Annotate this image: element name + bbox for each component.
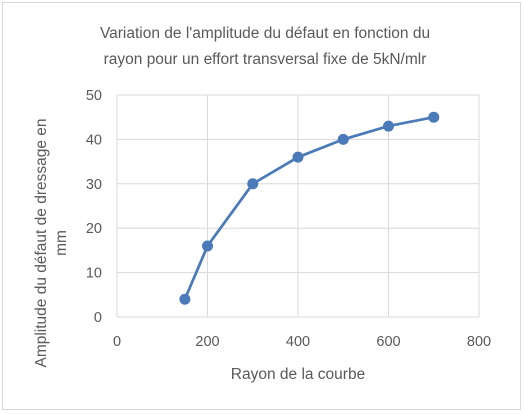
grid	[116, 94, 480, 318]
data-point	[383, 120, 394, 132]
x-tick-label: 800	[467, 334, 491, 350]
data-point	[247, 178, 259, 190]
chart-frame	[2, 2, 521, 410]
series-line	[183, 115, 435, 300]
y-tick-label: 30	[86, 177, 102, 193]
x-tick-label: 200	[195, 334, 219, 350]
y-tick-label: 10	[86, 266, 102, 282]
y-tick-label: 0	[94, 310, 102, 326]
y-tick-label: 40	[86, 132, 102, 148]
data-point	[428, 111, 440, 123]
chart-title-line-2: rayon pour un effort transversal fixe de…	[104, 51, 427, 68]
x-tick-labels: 0 200 400 600 800	[113, 334, 491, 350]
y-axis-title-line-2: mm	[53, 230, 70, 256]
series	[179, 111, 440, 305]
chart-title-line-1: Variation de l'amplitude du défaut en fo…	[100, 25, 430, 42]
x-tick-label: 400	[286, 334, 310, 350]
y-axis-title-line-1: Amplitude du défaut de dressage en	[33, 118, 50, 367]
chart-title: Variation de l'amplitude du défaut en fo…	[100, 25, 430, 68]
y-tick-label: 20	[86, 221, 102, 237]
x-axis-title: Rayon de la courbe	[231, 366, 365, 383]
data-point	[179, 293, 191, 305]
y-tick-label: 50	[86, 88, 102, 104]
x-tick-label: 600	[376, 334, 400, 350]
data-point	[337, 133, 349, 145]
y-axis-title: Amplitude du défaut de dressage en mm	[33, 118, 70, 367]
data-point	[202, 240, 213, 252]
data-point	[292, 151, 304, 163]
y-tick-labels: 0 10 20 30 40 50	[86, 88, 102, 326]
x-tick-label: 0	[113, 334, 121, 350]
